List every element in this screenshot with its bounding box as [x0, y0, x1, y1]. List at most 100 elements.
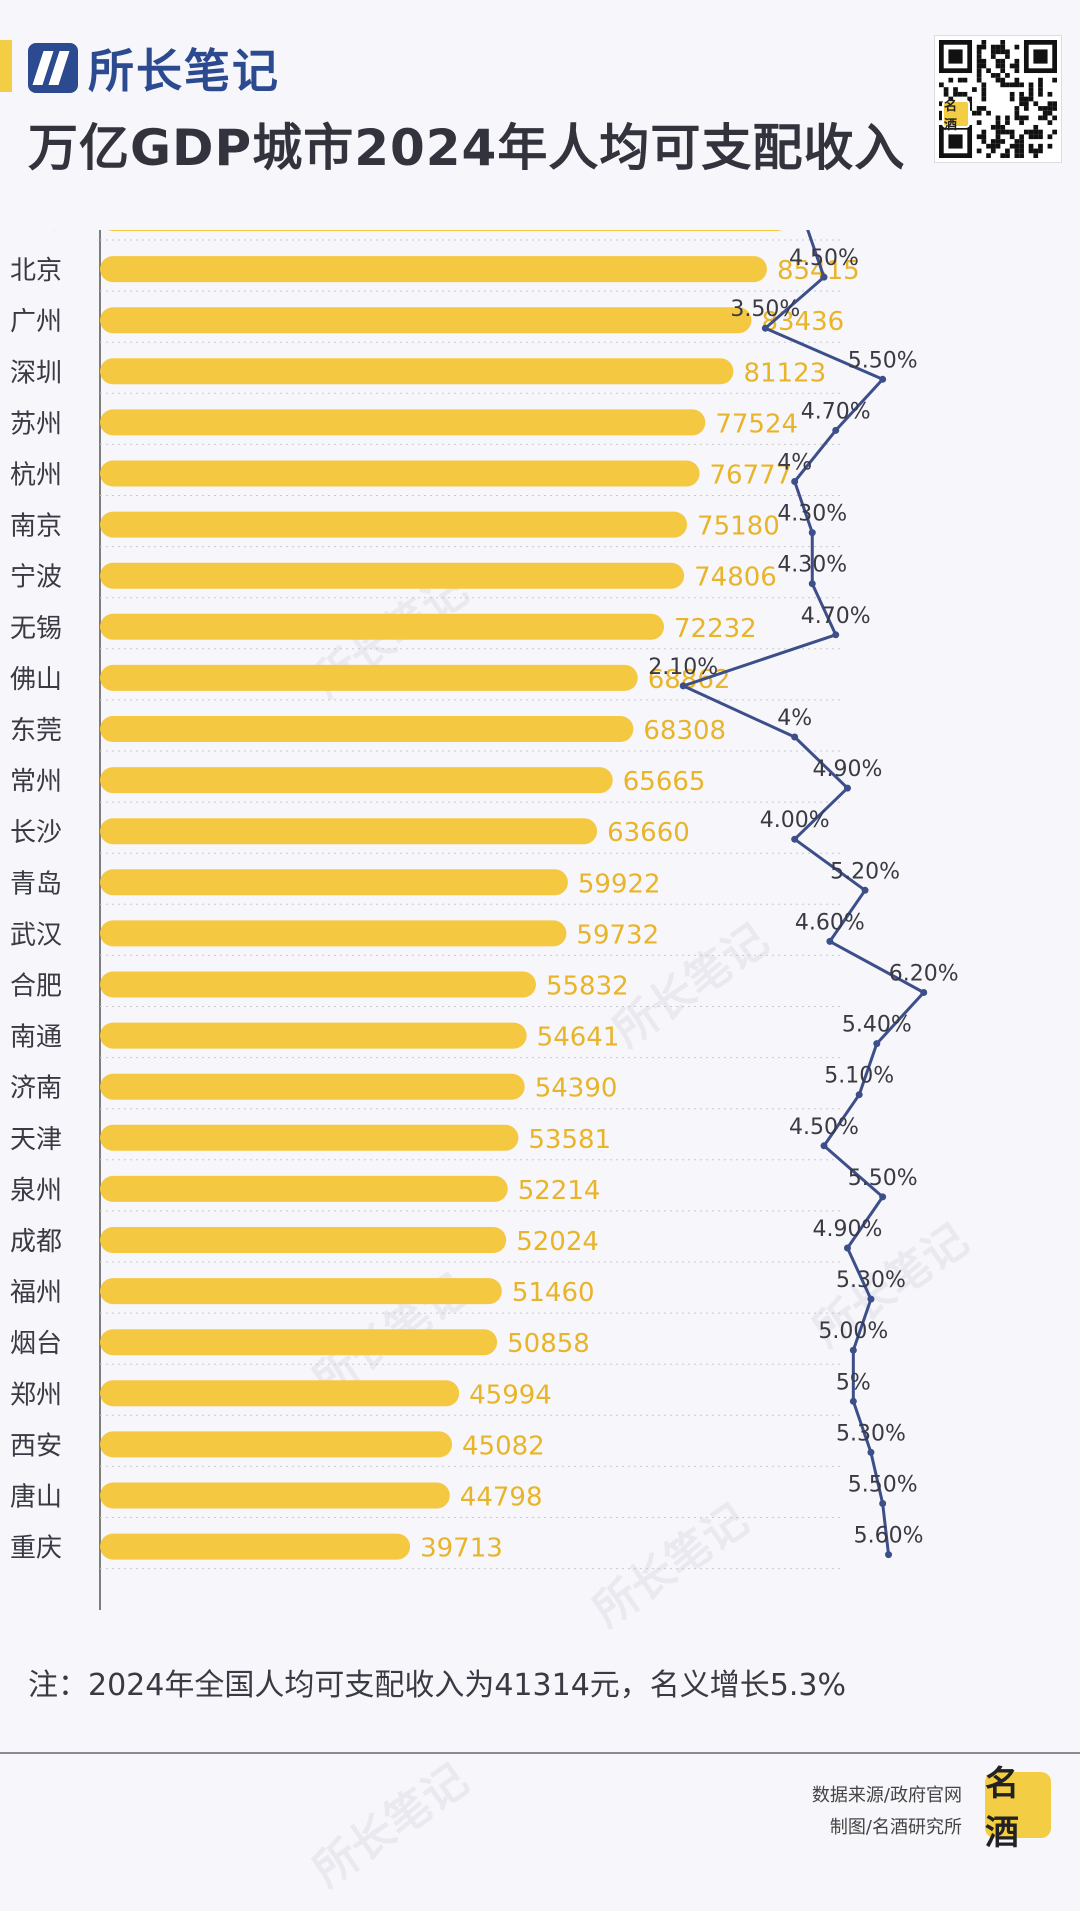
growth-point: [791, 733, 799, 741]
growth-point: [832, 426, 840, 434]
page-title: 万亿GDP城市2024年人均可支配收入: [28, 119, 906, 177]
bar: [100, 256, 767, 283]
category-label: 杭州: [10, 461, 62, 491]
growth-label: 4%: [777, 706, 812, 731]
growth-point: [873, 1040, 881, 1048]
bar: [100, 358, 734, 385]
growth-label: 4.70%: [801, 399, 871, 424]
growth-point: [808, 529, 816, 537]
bar: [100, 971, 536, 998]
growth-label: 5.00%: [818, 1319, 888, 1344]
bar: [100, 1175, 508, 1202]
bar: [100, 1380, 460, 1407]
growth-label: 4.30%: [777, 502, 847, 527]
bar: [100, 562, 685, 589]
category-label: 无锡: [10, 614, 62, 644]
accent-bar: [0, 40, 12, 92]
value-label: 59732: [576, 920, 659, 950]
category-label: 北京: [10, 256, 62, 286]
growth-point: [879, 1193, 887, 1201]
footer-divider: [0, 1752, 1080, 1754]
value-label: 44798: [460, 1483, 543, 1513]
growth-label: 5.10%: [824, 1064, 894, 1089]
growth-label: 4.90%: [813, 757, 883, 782]
category-label: 唐山: [10, 1483, 62, 1513]
category-label: 上海: [10, 230, 62, 235]
growth-point: [843, 1244, 851, 1252]
mingjiu-logo: 名酒: [985, 1764, 1051, 1853]
bar: [100, 409, 706, 436]
bar: [100, 1124, 519, 1151]
value-label: 53581: [528, 1125, 611, 1155]
value-label: 77524: [715, 409, 798, 439]
growth-point: [820, 273, 828, 281]
growth-label: 4.60%: [795, 910, 865, 935]
growth-label: 5.50%: [848, 348, 918, 373]
growth-point: [679, 682, 687, 690]
value-label: 65665: [623, 767, 706, 797]
category-label: 东莞: [10, 716, 62, 746]
chart: 上海88366北京85415广州83436深圳81123苏州77524杭州767…: [0, 195, 1080, 1630]
brand: 所长笔记: [28, 40, 280, 98]
category-label: 佛山: [10, 665, 62, 695]
growth-label: 4.00%: [760, 808, 830, 833]
footer-credits: 数据来源/政府官网 制图/名酒研究所: [812, 1780, 962, 1844]
value-label: 59922: [578, 869, 661, 899]
category-label: 长沙: [10, 818, 62, 848]
bar: [100, 664, 638, 691]
bar: [100, 307, 752, 334]
bar: [100, 1482, 450, 1509]
bar: [100, 460, 700, 487]
growth-point: [820, 1142, 828, 1150]
chart-note: 注：2024年全国人均可支配收入为41314元，名义增长5.3%: [28, 1668, 846, 1703]
growth-label: 5.30%: [836, 1268, 906, 1293]
chart-svg: 上海88366北京85415广州83436深圳81123苏州77524杭州767…: [10, 195, 959, 1610]
brand-name: 所长笔记: [88, 44, 280, 98]
growth-label: 5.20%: [830, 859, 900, 884]
bar: [100, 920, 567, 947]
growth-label: 4.50%: [789, 1115, 859, 1140]
category-label: 宁波: [10, 563, 62, 593]
bar: [100, 1533, 411, 1560]
value-label: 75180: [697, 512, 780, 542]
footer-source: 数据来源/政府官网: [811, 1785, 962, 1806]
bar: [100, 1073, 525, 1100]
growth-label: 5.30%: [836, 1421, 906, 1446]
growth-point: [867, 1295, 875, 1303]
value-label: 55832: [546, 972, 629, 1002]
category-label: 合肥: [10, 972, 62, 1002]
value-label: 54641: [537, 1023, 620, 1053]
value-label: 72232: [674, 614, 757, 644]
growth-point: [920, 989, 928, 996]
growth-label: 4.30%: [777, 553, 847, 578]
growth-point: [861, 886, 869, 894]
value-label: 63660: [607, 818, 690, 848]
growth-label: 5.40%: [842, 1013, 912, 1038]
growth-point: [879, 375, 887, 383]
value-label: 88366: [800, 230, 883, 235]
growth-point: [849, 1346, 857, 1354]
growth-label: 4%: [777, 451, 812, 476]
bar: [100, 613, 665, 640]
growth-label: 4.70%: [801, 604, 871, 629]
value-label: 81123: [743, 358, 826, 388]
category-label: 成都: [10, 1227, 62, 1257]
value-label: 45994: [469, 1380, 552, 1410]
growth-point: [855, 1091, 863, 1099]
bar: [100, 869, 568, 896]
category-label: 武汉: [10, 920, 62, 950]
growth-label: 5.60%: [854, 1524, 924, 1549]
growth-point: [791, 478, 799, 485]
growth-point: [885, 1551, 893, 1559]
value-label: 52214: [518, 1176, 601, 1206]
bar: [100, 1278, 502, 1305]
value-label: 68308: [643, 716, 726, 746]
category-label: 广州: [10, 307, 62, 337]
value-label: 52024: [516, 1227, 599, 1257]
category-label: 深圳: [10, 358, 62, 388]
category-label: 烟台: [10, 1329, 62, 1359]
growth-point: [808, 580, 816, 588]
category-label: 常州: [10, 767, 62, 797]
bar: [100, 818, 598, 845]
growth-point: [832, 631, 840, 639]
